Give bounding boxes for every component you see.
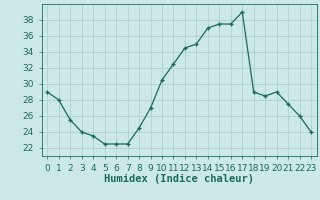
X-axis label: Humidex (Indice chaleur): Humidex (Indice chaleur) (104, 174, 254, 184)
